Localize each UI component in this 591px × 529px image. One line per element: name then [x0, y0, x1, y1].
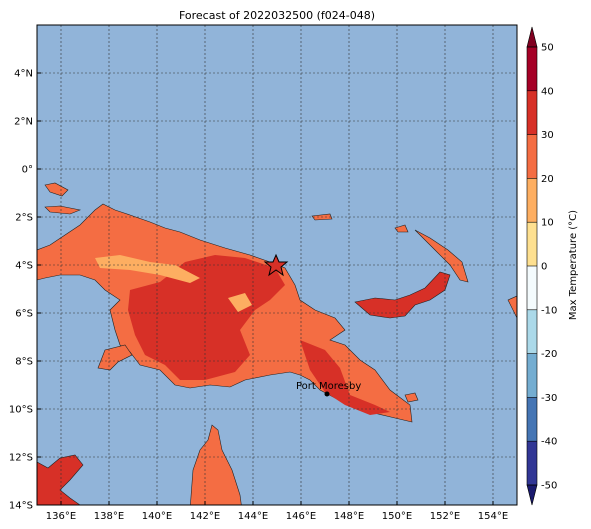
land-hot — [300, 340, 390, 415]
colorbar-tick-label: 50 — [541, 43, 554, 54]
x-tick-label: 140°E — [142, 511, 172, 522]
colorbar-band — [527, 134, 537, 179]
x-tick-label: 144°E — [238, 511, 268, 522]
colorbar-band — [527, 397, 537, 442]
city-dot — [324, 391, 330, 397]
land-cool — [95, 255, 200, 283]
colorbar-tick-label: 30 — [541, 130, 554, 141]
colorbar-extend — [526, 484, 538, 506]
y-tick-label: 8°S — [15, 357, 33, 368]
x-tick-label: 148°E — [334, 511, 364, 522]
colorbar-band — [527, 178, 537, 223]
x-tick-label: 142°E — [190, 511, 220, 522]
colorbar-tick-label: 10 — [541, 218, 554, 229]
land-cool — [228, 293, 252, 312]
x-tick-label: 154°E — [478, 511, 508, 522]
land — [414, 229, 469, 283]
colorbar-label: Max Temperature (°C) — [568, 210, 579, 320]
y-tick-label: 4°S — [15, 261, 33, 272]
colorbar-band — [527, 222, 537, 266]
land-hot — [128, 255, 285, 380]
land — [190, 424, 242, 505]
y-tick-label: 14°S — [9, 501, 33, 512]
x-tick-label: 138°E — [94, 511, 124, 522]
colorbar-extend — [526, 26, 538, 48]
colorbar-tick-label: -10 — [541, 305, 557, 316]
land — [354, 271, 451, 319]
star-marker — [263, 253, 289, 277]
colorbar-tick-label: -40 — [541, 437, 557, 448]
land — [37, 454, 84, 505]
y-tick-label: 6°S — [15, 309, 33, 320]
colorbar-tick-label: -30 — [541, 393, 557, 404]
colorbar-band — [527, 309, 537, 354]
land — [97, 344, 133, 371]
colorbar-tick-label: -20 — [541, 349, 557, 360]
x-tick-label: 136°E — [46, 511, 76, 522]
colorbar-band — [527, 47, 537, 91]
map-title: Forecast of 2022032500 (f024-048) — [179, 9, 375, 22]
land — [44, 205, 82, 215]
land — [507, 295, 517, 319]
y-tick-label: 12°S — [9, 453, 33, 464]
y-tick-label: 10°S — [9, 405, 33, 416]
colorbar-band — [527, 90, 537, 135]
colorbar-tick-label: 40 — [541, 86, 554, 97]
colorbar-tick-label: -50 — [541, 481, 557, 492]
y-tick-label: 4°N — [14, 69, 33, 80]
land — [404, 392, 419, 403]
x-tick-label: 146°E — [286, 511, 316, 522]
colorbar-band — [527, 441, 537, 485]
city-label: Port Moresby — [296, 381, 361, 392]
y-tick-label: 2°N — [14, 117, 33, 128]
colorbar-tick-label: 20 — [541, 174, 554, 185]
y-tick-label: 0° — [22, 165, 33, 176]
colorbar-tick-label: 0 — [541, 262, 547, 273]
colorbar-band — [527, 266, 537, 310]
y-tick-label: 2°S — [15, 213, 33, 224]
land-group — [37, 182, 517, 505]
land — [44, 182, 69, 197]
x-tick-label: 150°E — [382, 511, 412, 522]
x-tick-label: 152°E — [430, 511, 460, 522]
colorbar-band — [527, 353, 537, 398]
